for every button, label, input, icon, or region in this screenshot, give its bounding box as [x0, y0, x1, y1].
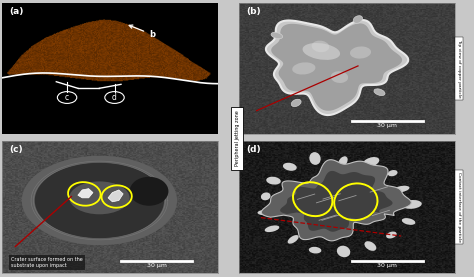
Polygon shape	[261, 160, 411, 241]
Text: 30 μm: 30 μm	[377, 123, 397, 128]
Ellipse shape	[386, 232, 397, 238]
Text: 30 μm: 30 μm	[377, 263, 397, 268]
Text: c: c	[65, 93, 69, 102]
Ellipse shape	[407, 201, 417, 208]
Ellipse shape	[69, 181, 129, 214]
Ellipse shape	[350, 47, 371, 59]
Ellipse shape	[302, 43, 340, 60]
Polygon shape	[108, 190, 123, 202]
Ellipse shape	[338, 156, 347, 167]
Polygon shape	[78, 189, 93, 198]
Ellipse shape	[388, 170, 398, 176]
Ellipse shape	[363, 157, 379, 167]
Ellipse shape	[365, 241, 376, 251]
Ellipse shape	[129, 177, 168, 206]
Ellipse shape	[402, 218, 415, 225]
Text: b: b	[129, 25, 155, 39]
Ellipse shape	[393, 186, 410, 193]
Ellipse shape	[264, 225, 279, 232]
Ellipse shape	[22, 156, 177, 245]
Ellipse shape	[257, 210, 273, 215]
Ellipse shape	[310, 152, 321, 165]
Ellipse shape	[331, 71, 348, 83]
Ellipse shape	[311, 41, 329, 52]
Polygon shape	[271, 23, 402, 111]
Text: d: d	[112, 93, 117, 102]
Ellipse shape	[271, 32, 283, 39]
Ellipse shape	[292, 62, 316, 75]
Ellipse shape	[35, 162, 164, 238]
Ellipse shape	[337, 246, 350, 257]
Ellipse shape	[402, 200, 422, 209]
Ellipse shape	[288, 235, 299, 244]
Text: Peripheral jetting zone: Peripheral jetting zone	[235, 111, 239, 166]
Polygon shape	[266, 20, 408, 115]
Ellipse shape	[291, 99, 301, 107]
Text: (a): (a)	[9, 7, 23, 16]
Polygon shape	[7, 20, 211, 82]
Text: Crater surface formed on the
substrate upon impact: Crater surface formed on the substrate u…	[11, 257, 83, 268]
Ellipse shape	[309, 247, 321, 253]
Text: Top view of copper particle: Top view of copper particle	[457, 39, 461, 98]
Ellipse shape	[261, 193, 271, 200]
Text: Contact interface of the particle: Contact interface of the particle	[457, 172, 461, 242]
Text: (d): (d)	[246, 145, 261, 154]
Ellipse shape	[266, 177, 281, 184]
Text: (c): (c)	[9, 145, 22, 154]
Text: (b): (b)	[246, 7, 261, 16]
Polygon shape	[280, 171, 392, 232]
Ellipse shape	[374, 89, 385, 96]
Ellipse shape	[353, 16, 363, 23]
Ellipse shape	[283, 163, 297, 171]
Text: 30 μm: 30 μm	[146, 263, 166, 268]
